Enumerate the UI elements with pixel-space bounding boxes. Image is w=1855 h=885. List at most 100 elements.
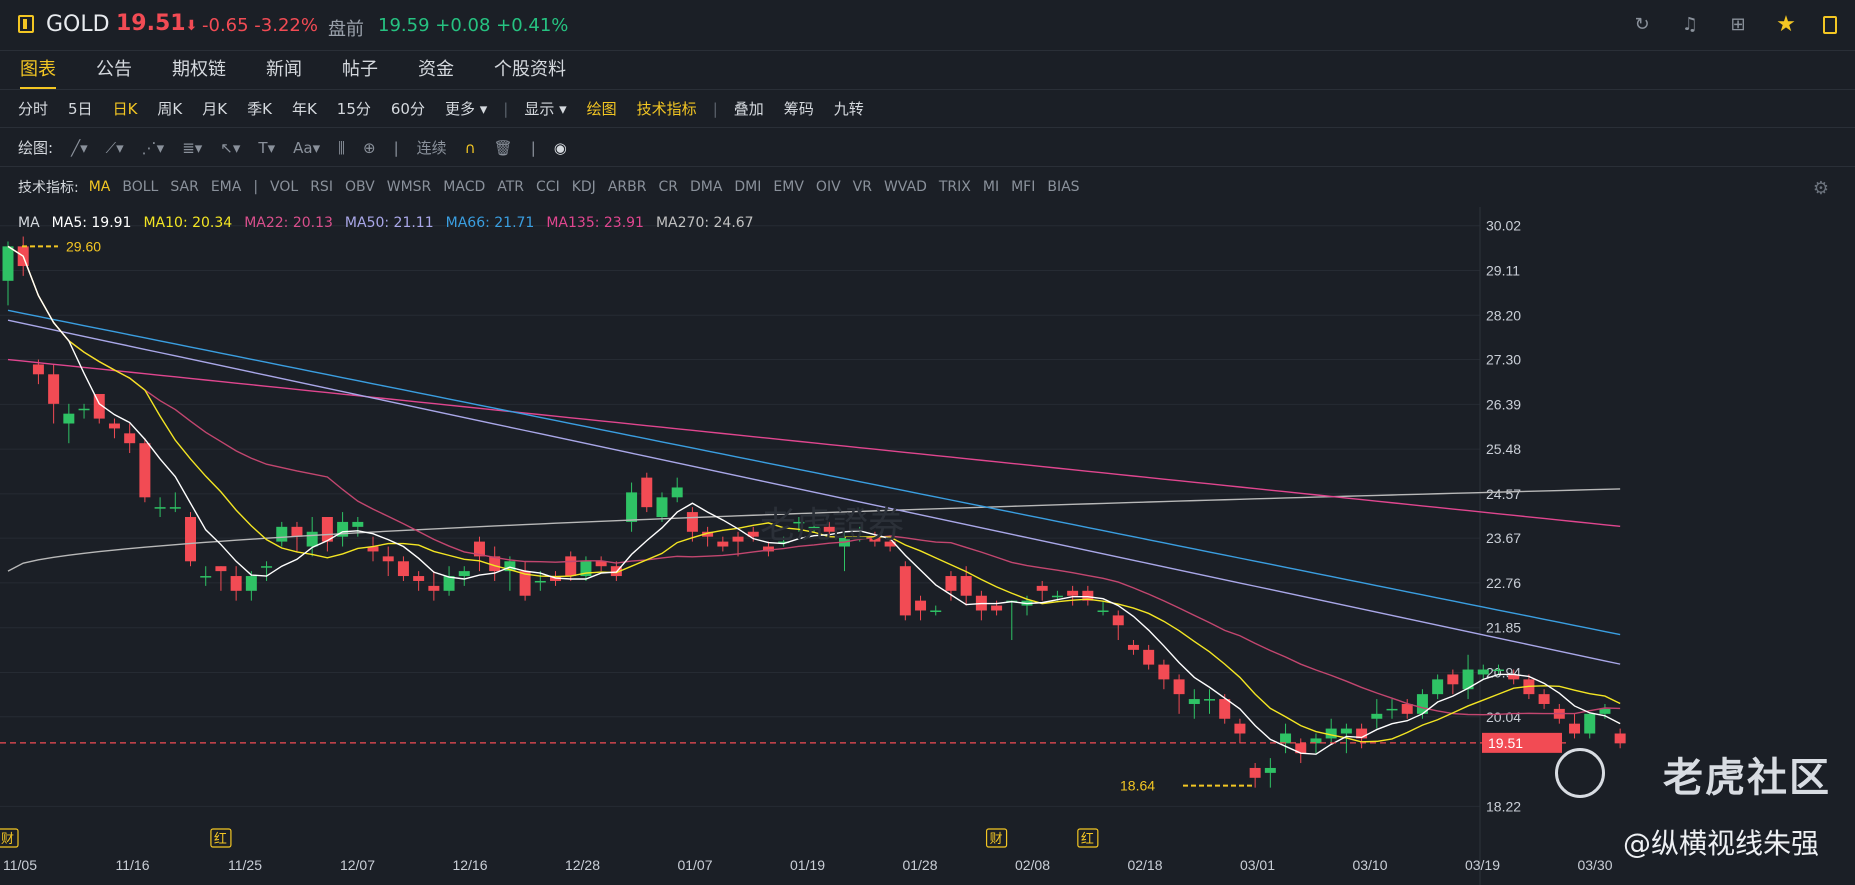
price-chart[interactable]: 30.02 29.11 28.20 27.30 26.39 25.48 24.57 23.67… [0,207,1855,885]
candle [565,556,577,577]
candle [595,561,607,567]
brand-watermark: 老虎社区 [1663,755,1831,801]
candle [1416,694,1428,714]
indicator-item[interactable]: TRIX [938,179,971,195]
period-15min[interactable]: 15分 [336,100,371,118]
indicator-item[interactable]: ATR [497,179,525,195]
indicator-item[interactable]: BIAS [1047,179,1080,195]
tab-posts[interactable]: 帖子 [342,59,378,80]
candle [124,433,136,444]
display-dropdown[interactable]: 显示 ▾ [524,100,567,118]
candle [48,374,60,404]
text-tool-icon[interactable]: T▾ [258,138,276,157]
candle [1097,610,1109,612]
tab-announcements[interactable]: 公告 [96,59,132,80]
period-monthly[interactable]: 月K [202,100,228,118]
indicator-item[interactable]: EMA [210,179,242,195]
polyline-tool-icon[interactable]: ⟋▾ [105,138,124,157]
period-weekly[interactable]: 周K [157,100,183,118]
legend-item: MA10: 20.34 [143,215,233,231]
indicator-item[interactable]: OIV [815,179,841,195]
star-icon[interactable]: ★ [1776,12,1796,37]
indicator-item[interactable]: ARBR [607,179,647,195]
tab-chart[interactable]: 图表 [0,51,76,89]
menu-panel-icon[interactable] [18,15,34,33]
indicator-item[interactable]: WMSR [386,179,432,195]
candle [1356,728,1368,739]
indicator-item[interactable]: DMI [734,179,762,195]
continuous-toggle[interactable]: 连续 [416,139,447,157]
x-tick-label: 11/25 [228,857,262,873]
indicator-item[interactable]: BOLL [122,179,159,195]
period-60min[interactable]: 60分 [390,100,425,118]
indicator-toggle[interactable]: 技术指标 [636,100,697,118]
ma-line [7,245,1621,716]
tab-capital[interactable]: 资金 [418,59,454,80]
center-watermark: 老虎證券 [760,505,904,546]
period-more-dropdown[interactable]: 更多 ▾ [444,100,488,118]
indicator-item[interactable]: MFI [1011,179,1036,195]
panel-icon[interactable] [1823,16,1837,34]
period-yearly[interactable]: 年K [291,100,317,118]
refresh-icon[interactable]: ↻ [1634,14,1650,35]
candle [261,566,273,568]
drawing-toggle[interactable]: 绘图 [586,100,617,118]
period-intraday[interactable]: 分时 [18,100,49,118]
grid-icon[interactable]: ⊞ [1730,14,1746,35]
tab-options[interactable]: 期权链 [172,59,226,80]
y-tick-label: 28.20 [1486,307,1521,323]
line-tool-icon[interactable]: ╱▾ [71,138,88,157]
indicator-item[interactable]: CCI [536,179,560,195]
candle [1127,644,1139,650]
indicator-item[interactable]: RSI [310,179,333,195]
magnet-icon[interactable]: ∩ [464,138,476,157]
period-5day[interactable]: 5日 [68,100,93,118]
channel-tool-icon[interactable]: ⋰▾ [141,138,165,157]
divider: | [253,179,259,195]
price-change: -0.65 -3.22% [202,15,318,36]
candle [169,507,181,509]
candle [1614,733,1626,744]
down-arrow-icon: ⬇ [185,18,198,34]
zoom-icon[interactable]: ⊕ [363,138,376,157]
gear-icon[interactable]: ⚙ [1812,178,1829,199]
candle [1295,743,1307,754]
indicator-item[interactable]: VOL [270,179,299,195]
tab-profile[interactable]: 个股资料 [494,59,566,80]
indicator-item[interactable]: MACD [443,179,486,195]
font-tool-icon[interactable]: Aa▾ [293,138,321,157]
y-tick-label: 20.04 [1486,709,1521,725]
indicator-item[interactable]: KDJ [571,179,596,195]
chips-button[interactable]: 筹码 [783,100,814,118]
candle [686,512,698,532]
event-marker-box [210,828,232,848]
eye-icon[interactable]: ◉ [553,138,567,157]
candle [78,408,90,411]
indicator-item[interactable]: MI [982,179,1000,195]
indicator-item[interactable]: VR [852,179,872,195]
overlay-button[interactable]: 叠加 [733,100,764,118]
indicator-item[interactable]: MA [88,179,111,195]
indicator-item[interactable]: DMA [689,179,723,195]
x-tick-label: 11/16 [116,857,150,873]
candle [1188,699,1200,704]
bell-icon[interactable]: ♫ [1681,14,1699,35]
trash-icon[interactable]: 🗑 [493,138,513,157]
period-daily[interactable]: 日K [112,100,138,118]
ma-line [7,358,1621,528]
fibonacci-tool-icon[interactable]: ≣▾ [182,138,203,157]
indicator-item[interactable]: EMV [773,179,804,195]
indicator-item[interactable]: SAR [170,179,199,195]
tab-news[interactable]: 新闻 [266,59,302,80]
indicator-item[interactable]: WVAD [883,179,927,195]
indicator-item[interactable]: CR [658,179,678,195]
nine-turn-button[interactable]: 九转 [833,100,864,118]
indicator-item[interactable]: OBV [344,179,375,195]
candle [1204,699,1215,701]
candle [215,566,227,572]
main-tabs: 图表 公告 期权链 新闻 帖子 资金 个股资料 [0,51,1855,90]
x-tick-label: 12/28 [565,857,600,873]
measure-tool-icon[interactable]: ⫼ [338,138,345,157]
arrow-tool-icon[interactable]: ↖▾ [220,138,241,157]
period-quarterly[interactable]: 季K [247,100,272,118]
